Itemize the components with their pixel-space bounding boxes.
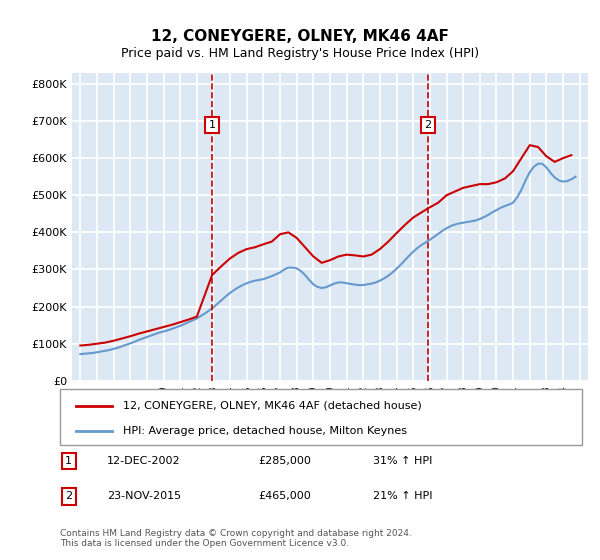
Text: HPI: Average price, detached house, Milton Keynes: HPI: Average price, detached house, Milt… — [122, 426, 407, 436]
Text: 2: 2 — [425, 120, 432, 130]
Text: 31% ↑ HPI: 31% ↑ HPI — [373, 456, 433, 466]
Text: 21% ↑ HPI: 21% ↑ HPI — [373, 491, 433, 501]
FancyBboxPatch shape — [60, 389, 582, 445]
Text: 2: 2 — [65, 491, 73, 501]
Text: £465,000: £465,000 — [259, 491, 311, 501]
Text: 12-DEC-2002: 12-DEC-2002 — [107, 456, 181, 466]
Text: 23-NOV-2015: 23-NOV-2015 — [107, 491, 181, 501]
Text: 12, CONEYGERE, OLNEY, MK46 4AF: 12, CONEYGERE, OLNEY, MK46 4AF — [151, 29, 449, 44]
Text: 1: 1 — [65, 456, 72, 466]
Text: Price paid vs. HM Land Registry's House Price Index (HPI): Price paid vs. HM Land Registry's House … — [121, 46, 479, 60]
Text: Contains HM Land Registry data © Crown copyright and database right 2024.
This d: Contains HM Land Registry data © Crown c… — [60, 529, 412, 548]
Text: 1: 1 — [209, 120, 215, 130]
Text: £285,000: £285,000 — [259, 456, 311, 466]
Text: 12, CONEYGERE, OLNEY, MK46 4AF (detached house): 12, CONEYGERE, OLNEY, MK46 4AF (detached… — [122, 401, 421, 411]
